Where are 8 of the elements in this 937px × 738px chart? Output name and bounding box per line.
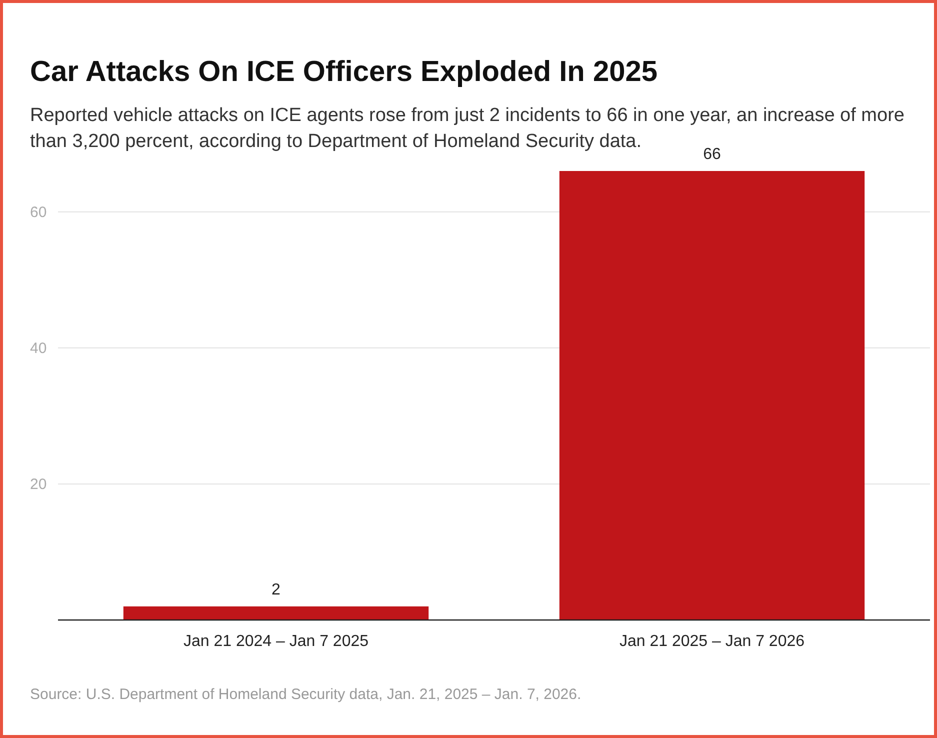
chart-title: Car Attacks On ICE Officers Exploded In 2025 <box>30 56 658 88</box>
y-tick-label: 20 <box>30 476 47 493</box>
y-tick-label: 40 <box>30 340 47 357</box>
y-tick-label: 60 <box>30 204 47 221</box>
x-tick-label: Jan 21 2025 – Jan 7 2026 <box>619 633 805 650</box>
x-tick-label: Jan 21 2024 – Jan 7 2025 <box>183 633 369 650</box>
data-label: 2 <box>272 581 281 598</box>
source-note: Source: U.S. Department of Homeland Security data, Jan. 21, 2025 – Jan. 7, 2026. <box>30 686 582 703</box>
